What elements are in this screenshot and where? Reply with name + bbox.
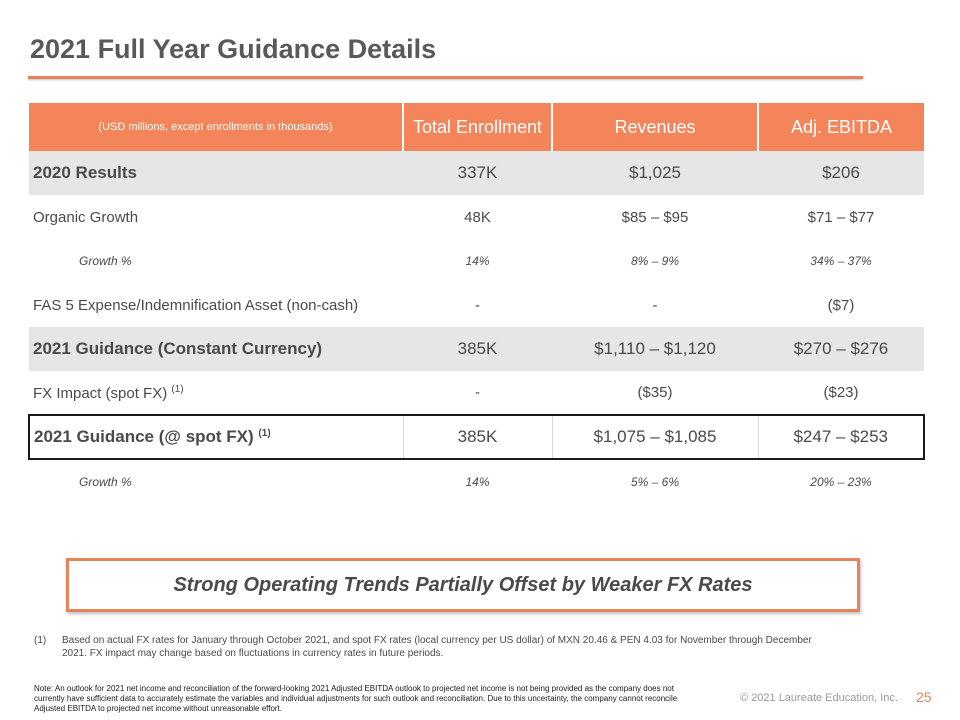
key-message-text: Strong Operating Trends Partially Offset… — [173, 573, 753, 596]
enrollment-cell: - — [475, 296, 480, 314]
row-label: 2021 Guidance (Constant Currency) — [29, 327, 403, 371]
row-label: Growth % — [79, 254, 132, 268]
revenues-cell: 8% – 9% — [630, 254, 680, 268]
footnote-ref: (1) — [258, 428, 271, 439]
row-label: FX Impact (spot FX) — [33, 384, 168, 402]
copyright: © 2021 Laureate Education, Inc. — [740, 692, 898, 704]
page-title: 2021 Full Year Guidance Details — [30, 34, 437, 64]
enrollment-cell: - — [475, 384, 480, 401]
header-total-enrollment: Total Enrollment — [402, 103, 552, 151]
row-label: Organic Growth — [33, 208, 139, 226]
ebitda-cell: $71 – $77 — [807, 208, 875, 226]
table-row-guidance-constant-currency: 2021 Guidance (Constant Currency) 385K $… — [29, 327, 924, 371]
key-message-callout: Strong Operating Trends Partially Offset… — [66, 558, 860, 612]
revenues-cell: $1,075 – $1,085 — [551, 414, 758, 460]
row-label-cell: 2021 Guidance (@ spot FX) (1) — [28, 414, 403, 460]
ebitda-cell: $247 – $253 — [757, 414, 925, 460]
revenues-cell: - — [652, 296, 658, 314]
enrollment-cell: 14% — [465, 474, 490, 489]
row-label: Growth % — [79, 474, 132, 489]
enrollment-cell: 14% — [465, 254, 490, 268]
ebitda-cell: $206 — [758, 151, 924, 195]
table-row-total-growth-pct: Growth % 14% 5% – 6% 20% – 23% — [29, 459, 924, 503]
footnote-number: (1) — [34, 635, 47, 646]
revenues-cell: $85 – $95 — [621, 208, 689, 226]
enrollment-cell: 48K — [464, 208, 491, 226]
footnote-text: Based on actual FX rates for January thr… — [62, 635, 812, 659]
ebitda-cell: ($7) — [827, 296, 855, 314]
footnote: (1) Based on actual FX rates for January… — [34, 634, 834, 660]
revenues-cell: ($35) — [637, 384, 673, 401]
title-divider — [28, 76, 863, 79]
row-label-cell: FX Impact (spot FX) (1) — [29, 371, 403, 415]
table-row-organic-growth: Organic Growth 48K $85 – $95 $71 – $77 — [29, 195, 924, 239]
guidance-table: (USD millions, except enrollments in tho… — [28, 103, 925, 503]
enrollment-cell: 385K — [403, 327, 552, 371]
row-label: FAS 5 Expense/Indemnification Asset (non… — [33, 296, 359, 314]
enrollment-cell: 385K — [402, 414, 552, 460]
row-label: 2021 Guidance (@ spot FX) — [34, 427, 254, 446]
ebitda-cell: ($23) — [823, 384, 859, 401]
header-adj-ebitda: Adj. EBITDA — [757, 103, 924, 151]
disclaimer-note: Note: An outlook for 2021 net income and… — [34, 684, 678, 713]
table-row-fx-impact: FX Impact (spot FX) (1) - ($35) ($23) — [29, 371, 924, 415]
revenues-cell: $1,110 – $1,120 — [552, 327, 758, 371]
footnote-ref: (1) — [171, 383, 184, 395]
row-label: 2020 Results — [29, 151, 403, 195]
header-units-note: (USD millions, except enrollments in tho… — [29, 103, 403, 151]
revenues-cell: $1,025 — [552, 151, 758, 195]
table-row-guidance-spot-fx: 2021 Guidance (@ spot FX) (1) 385K $1,07… — [28, 414, 925, 460]
enrollment-cell: 337K — [403, 151, 552, 195]
table-row-fas5: FAS 5 Expense/Indemnification Asset (non… — [29, 283, 924, 327]
ebitda-cell: $270 – $276 — [758, 327, 924, 371]
header-revenues: Revenues — [551, 103, 758, 151]
table-header-row: (USD millions, except enrollments in tho… — [29, 103, 924, 151]
ebitda-cell: 34% – 37% — [810, 254, 872, 268]
table-row-organic-growth-pct: Growth % 14% 8% – 9% 34% – 37% — [29, 239, 924, 283]
page-number: 25 — [916, 689, 932, 705]
revenues-cell: 5% – 6% — [630, 474, 680, 489]
table-row-2020-results: 2020 Results 337K $1,025 $206 — [29, 151, 924, 195]
ebitda-cell: 20% – 23% — [810, 474, 872, 489]
